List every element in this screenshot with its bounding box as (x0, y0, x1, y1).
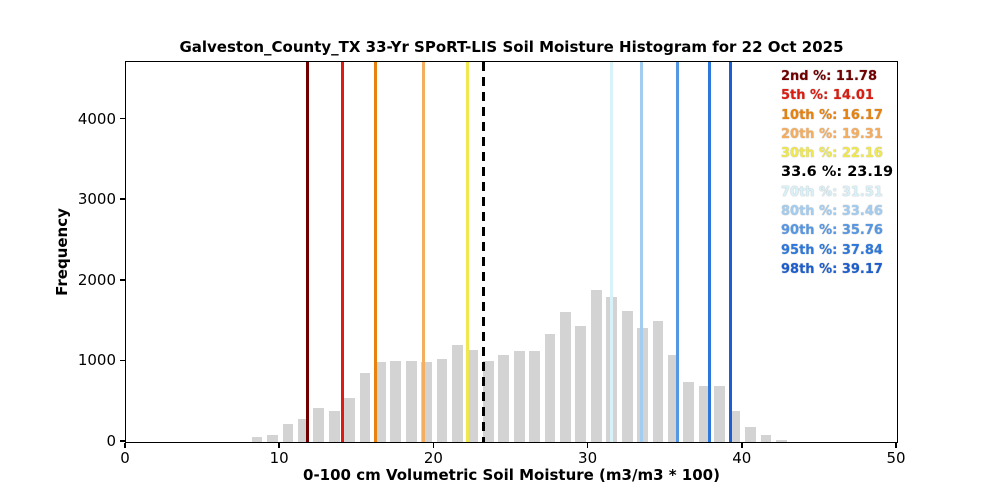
percentile-line-30th (466, 62, 470, 442)
histogram-bar (575, 325, 587, 442)
x-tick-label: 40 (732, 449, 752, 467)
histogram-bar (498, 355, 510, 442)
y-tick-mark (120, 440, 125, 442)
histogram-bar (621, 311, 633, 442)
percentile-line-95th (707, 62, 711, 442)
percentile-line-70th (610, 62, 614, 442)
percentile-line-90th (675, 62, 679, 442)
x-tick-label: 30 (578, 449, 598, 467)
plot-area: 2nd %: 11.78 5th %: 14.01 10th %: 16.17 20t… (125, 61, 898, 443)
histogram-bar (328, 410, 340, 442)
percentile-lines (126, 62, 897, 442)
x-tick-mark (124, 443, 126, 448)
legend-item-98th: 98th %: 39.17 (781, 261, 883, 277)
histogram-bar (467, 350, 479, 442)
histogram-bar (513, 350, 525, 442)
legend-item-20th: 20th %: 19.31 (781, 126, 883, 142)
x-tick-label: 0 (120, 449, 130, 467)
histogram-bar (745, 426, 756, 442)
x-tick-label: 10 (269, 449, 289, 467)
histogram-bar (359, 372, 371, 442)
histogram-bar (668, 355, 679, 442)
y-tick-mark (120, 359, 125, 362)
percentile-line-10th (373, 62, 377, 442)
legend-item-10th: 10th %: 16.17 (781, 107, 883, 123)
x-tick-label: 20 (423, 449, 443, 467)
histogram-bar (775, 440, 787, 442)
histogram-bar (436, 358, 448, 442)
chart-title: Galveston_County_TX 33-Yr SPoRT-LIS Soil… (179, 38, 844, 56)
x-axis-label: 0-100 cm Volumetric Soil Moisture (m3/m3… (303, 466, 720, 484)
histogram-bar (560, 312, 571, 442)
percentile-line-98th (728, 62, 732, 442)
histogram-bar (282, 423, 294, 442)
x-tick-mark (741, 443, 743, 448)
percentile-line-20th (422, 62, 426, 442)
x-tick-mark (895, 443, 897, 448)
histogram-bar (344, 397, 355, 442)
histogram-bar (482, 361, 494, 442)
percentile-line-2nd (306, 62, 310, 442)
histogram-bar (590, 290, 602, 442)
histogram-bar (760, 434, 772, 442)
y-tick-mark (120, 279, 125, 281)
legend-item-90th: 90th %: 35.76 (781, 223, 883, 239)
histogram-bar (267, 435, 278, 442)
y-tick-mark (120, 117, 125, 120)
legend-item-70th: 70th %: 31.51 (781, 184, 883, 200)
histogram-bar (714, 386, 726, 442)
y-tick-label: 3000 (77, 190, 116, 209)
x-tick-label: 50 (886, 449, 906, 467)
legend-item-80th: 80th %: 33.46 (781, 204, 883, 220)
histogram-bar (405, 360, 417, 442)
histogram-bar (421, 361, 433, 442)
histogram-bar (375, 362, 386, 442)
legend-item-30th: 30th %: 22.16 (781, 146, 883, 162)
histogram-bar (544, 334, 556, 442)
percentile-line-80th (640, 62, 644, 442)
histogram-bar (652, 320, 664, 442)
y-axis-label: Frequency (53, 208, 71, 296)
y-tick-label: 1000 (77, 351, 116, 370)
legend-item-95th: 95th %: 37.84 (781, 242, 883, 258)
percentile-line-33.6 (482, 62, 486, 442)
y-tick-label: 0 (106, 432, 116, 450)
histogram-bar (698, 386, 710, 442)
legend-item-5th: 5th %: 14.01 (781, 88, 874, 104)
y-tick-label: 4000 (77, 109, 116, 128)
legend-item-2nd: 2nd %: 11.78 (781, 69, 878, 84)
histogram-bar (390, 361, 402, 442)
percentile-line-5th (340, 62, 344, 442)
y-tick-mark (120, 198, 125, 200)
histogram-bar (529, 350, 540, 442)
x-tick-mark (432, 443, 435, 448)
histogram-bar (313, 407, 325, 442)
x-tick-mark (278, 443, 280, 448)
legend: 2nd %: 11.78 5th %: 14.01 10th %: 16.17 20t… (781, 67, 893, 279)
histogram-bar (729, 411, 741, 442)
histogram-bar (251, 437, 263, 442)
legend-item-33.6: 33.6 %: 23.19 (781, 164, 894, 181)
y-tick-label: 2000 (77, 270, 116, 289)
histogram-bar (683, 381, 695, 442)
histogram-bar (297, 419, 309, 442)
x-tick-mark (586, 443, 589, 448)
histogram-bar (452, 345, 463, 442)
